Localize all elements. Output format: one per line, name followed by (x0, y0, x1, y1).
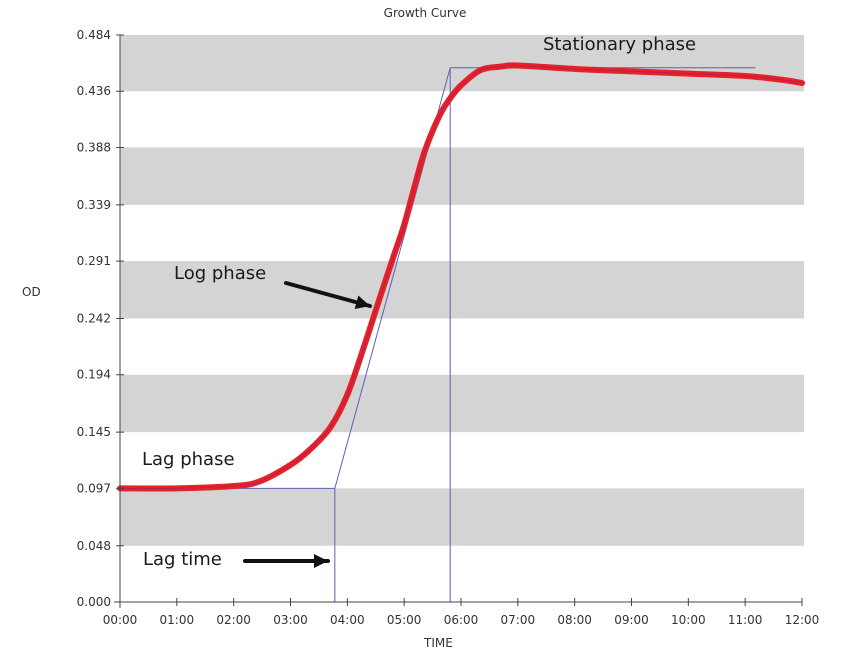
y-tick-label: 0.000 (77, 595, 111, 609)
x-tick-label: 02:00 (216, 613, 251, 627)
grid-bands (120, 35, 804, 546)
x-tick-label: 12:00 (785, 613, 820, 627)
od-series-center (119, 64, 803, 489)
y-tick-label: 0.291 (77, 254, 111, 268)
y-tick-label: 0.436 (77, 84, 111, 98)
y-tick-label: 0.242 (77, 312, 111, 326)
x-tick-label: 08:00 (557, 613, 592, 627)
y-tick-label: 0.097 (77, 481, 111, 495)
grid-band (120, 261, 804, 319)
grid-band (120, 147, 804, 205)
x-tick-label: 03:00 (273, 613, 308, 627)
annotation-log-phase: Log phase (174, 263, 267, 284)
y-tick-label: 0.339 (77, 198, 111, 212)
x-tick-label: 09:00 (614, 613, 649, 627)
annotation-lag-time: Lag time (143, 549, 222, 570)
x-tick-label: 07:00 (501, 613, 536, 627)
y-tick-label: 0.194 (77, 368, 111, 382)
lag-time-arrow-head (314, 554, 328, 568)
annotation-arrows (243, 281, 372, 568)
axes: 0.000 0.048 0.097 0.145 0.194 0.242 0.291 0.339… (77, 28, 820, 627)
x-tick-label: 10:00 (671, 613, 706, 627)
x-tick-label: 11:00 (728, 613, 763, 627)
x-tick-label: 05:00 (387, 613, 422, 627)
grid-band (120, 488, 804, 546)
x-tick-label: 01:00 (160, 613, 195, 627)
annotation-stationary-phase: Stationary phase (543, 34, 697, 55)
od-curve (117, 62, 805, 492)
annotation-lag-phase: Lag phase (142, 449, 235, 470)
chart-title: Growth Curve (383, 6, 467, 20)
y-tick-label: 0.048 (77, 539, 111, 553)
x-tick-label: 04:00 (330, 613, 365, 627)
grid-band (120, 374, 804, 433)
log-phase-arrow-head (354, 295, 370, 310)
x-tick-label: 00:00 (103, 613, 138, 627)
y-tick-label: 0.484 (77, 28, 111, 42)
log-phase-arrow (284, 281, 372, 308)
y-tick-label: 0.145 (77, 425, 111, 439)
y-axis-label: OD (22, 285, 41, 299)
y-tick-label: 0.388 (77, 140, 111, 154)
x-axis-label: TIME (424, 636, 453, 650)
x-tick-label: 06:00 (444, 613, 479, 627)
